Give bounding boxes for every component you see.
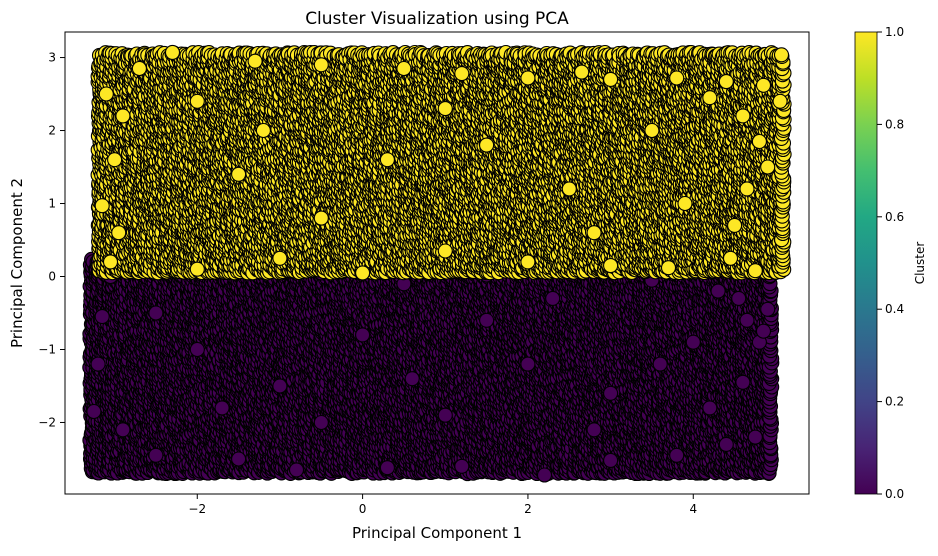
series-cluster-0 bbox=[83, 251, 779, 482]
chart-title: Cluster Visualization using PCA bbox=[305, 9, 569, 29]
points-layer bbox=[83, 45, 791, 482]
